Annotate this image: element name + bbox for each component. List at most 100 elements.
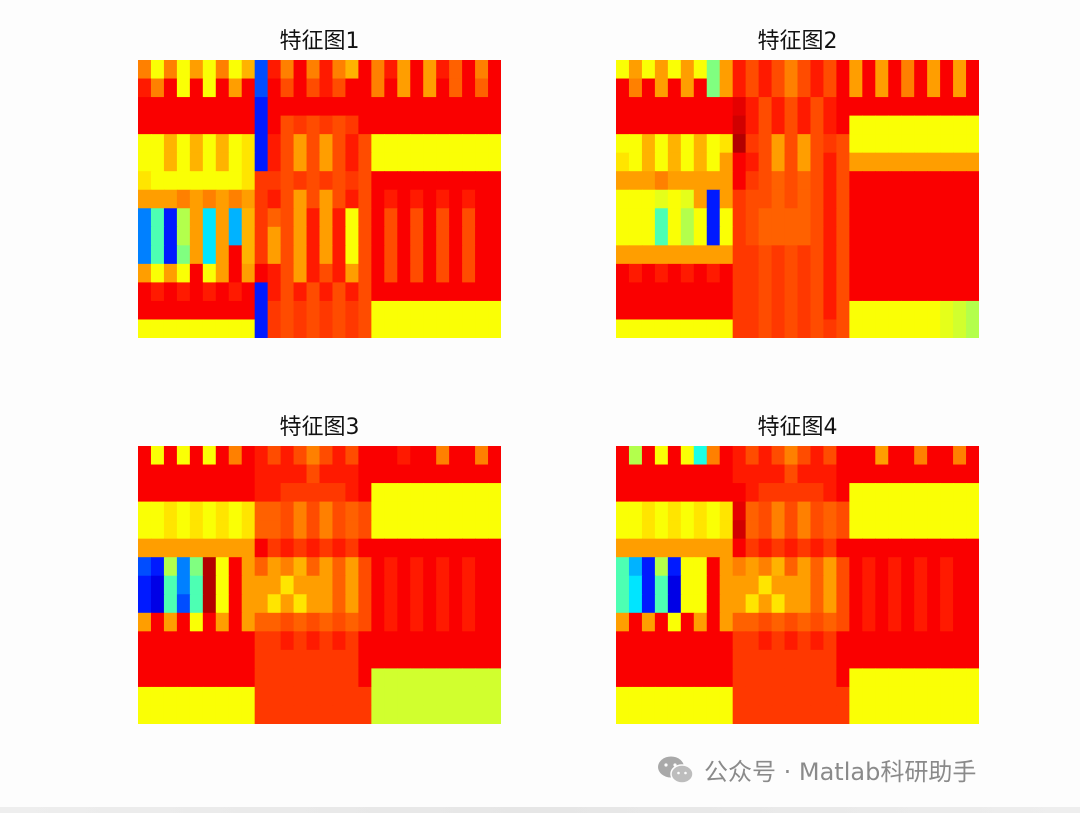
heatmap-cell [436, 538, 450, 558]
heatmap-cell [823, 686, 837, 707]
heatmap-cell [163, 245, 178, 265]
heatmap-cell [849, 575, 863, 595]
heatmap-cell [667, 60, 682, 80]
heatmap-cell [371, 60, 385, 80]
heatmap-cell [693, 319, 708, 338]
heatmap-cell [758, 520, 773, 540]
heatmap-cell [345, 575, 359, 595]
heatmap-cell [706, 152, 721, 172]
heatmap-cell [706, 538, 721, 558]
heatmap-cell [940, 60, 954, 80]
heatmap-cell [953, 686, 967, 707]
heatmap-cell [641, 189, 656, 209]
heatmap-cell [823, 115, 837, 135]
heatmap-cell [228, 171, 243, 191]
heatmap-cell [771, 686, 786, 707]
heatmap-cell [862, 245, 876, 265]
heatmap-cell [332, 594, 347, 614]
heatmap-cell [267, 483, 282, 503]
heatmap-cell [706, 668, 721, 688]
heatmap-cell [215, 520, 230, 540]
heatmap-cell [423, 78, 437, 98]
heatmap-cell [410, 501, 424, 521]
heatmap-cell [475, 319, 489, 338]
heatmap-cell [628, 226, 643, 246]
heatmap-cell [254, 263, 269, 283]
heatmap-cell [641, 520, 656, 540]
heatmap-cell [176, 189, 191, 209]
heatmap-cell [914, 668, 928, 688]
heatmap-cell [449, 649, 463, 669]
heatmap-cell [641, 501, 656, 521]
heatmap-cell [719, 612, 734, 632]
heatmap-cell [797, 575, 812, 595]
heatmap-cell [163, 115, 178, 135]
heatmap-cell [745, 152, 760, 172]
heatmap-cell [862, 464, 876, 484]
heatmap-cell [202, 483, 217, 503]
heatmap-cell [410, 282, 424, 302]
heatmap-cell [784, 134, 799, 154]
heatmap-cell [189, 134, 204, 154]
heatmap-cell [163, 208, 178, 228]
heatmap-cell [254, 631, 269, 651]
heatmap-cell [241, 446, 256, 466]
heatmap-cell [254, 612, 269, 632]
heatmap-cell [410, 171, 424, 191]
heatmap-cell [680, 226, 695, 246]
heatmap-cell [641, 171, 656, 191]
heatmap-cell [966, 208, 979, 228]
heatmap-cell [138, 245, 152, 265]
heatmap-cell [436, 649, 450, 669]
heatmap-cell [150, 612, 165, 632]
heatmap-cell [616, 245, 630, 265]
heatmap-cell [332, 189, 347, 209]
heatmap-cell [940, 134, 954, 154]
heatmap-cell [293, 60, 308, 80]
heatmap-cell [267, 631, 282, 651]
heatmap-cell [228, 649, 243, 669]
heatmap-cell [616, 612, 630, 632]
heatmap-cell [680, 189, 695, 209]
heatmap-cell [449, 631, 463, 651]
feature-map-heatmap [616, 446, 979, 724]
heatmap-cell [436, 557, 450, 577]
heatmap-cell [163, 649, 178, 669]
heatmap-cell [293, 631, 308, 651]
heatmap-cell [836, 134, 850, 154]
heatmap-cell [397, 686, 411, 707]
heatmap-cell [345, 631, 359, 651]
heatmap-cell [410, 226, 424, 246]
heatmap-cell [784, 464, 799, 484]
heatmap-cell [306, 538, 321, 558]
heatmap-cell [358, 705, 372, 724]
heatmap-cell [462, 483, 476, 503]
heatmap-cell [654, 60, 669, 80]
heatmap-cell [267, 171, 282, 191]
heatmap-cell [449, 705, 463, 724]
heatmap-cell [680, 300, 695, 321]
heatmap-cell [215, 668, 230, 688]
heatmap-cell [163, 226, 178, 246]
heatmap-cell [384, 97, 398, 117]
heatmap-cell [849, 152, 863, 172]
heatmap-cell [616, 686, 630, 707]
heatmap-cell [138, 501, 152, 521]
heatmap-cell [293, 189, 308, 209]
heatmap-cell [641, 300, 656, 321]
heatmap-cell [345, 97, 359, 117]
heatmap-cell [475, 557, 489, 577]
heatmap-cell [953, 60, 967, 80]
heatmap-cell [306, 686, 321, 707]
heatmap-cell [914, 594, 928, 614]
heatmap-cell [758, 557, 773, 577]
heatmap-cell [797, 686, 812, 707]
heatmap-cell [862, 226, 876, 246]
heatmap-cell [940, 464, 954, 484]
heatmap-cell [319, 686, 334, 707]
heatmap-cell [475, 483, 489, 503]
heatmap-cell [914, 649, 928, 669]
heatmap-cell [410, 538, 424, 558]
heatmap-cell [706, 575, 721, 595]
heatmap-cell [358, 189, 372, 209]
